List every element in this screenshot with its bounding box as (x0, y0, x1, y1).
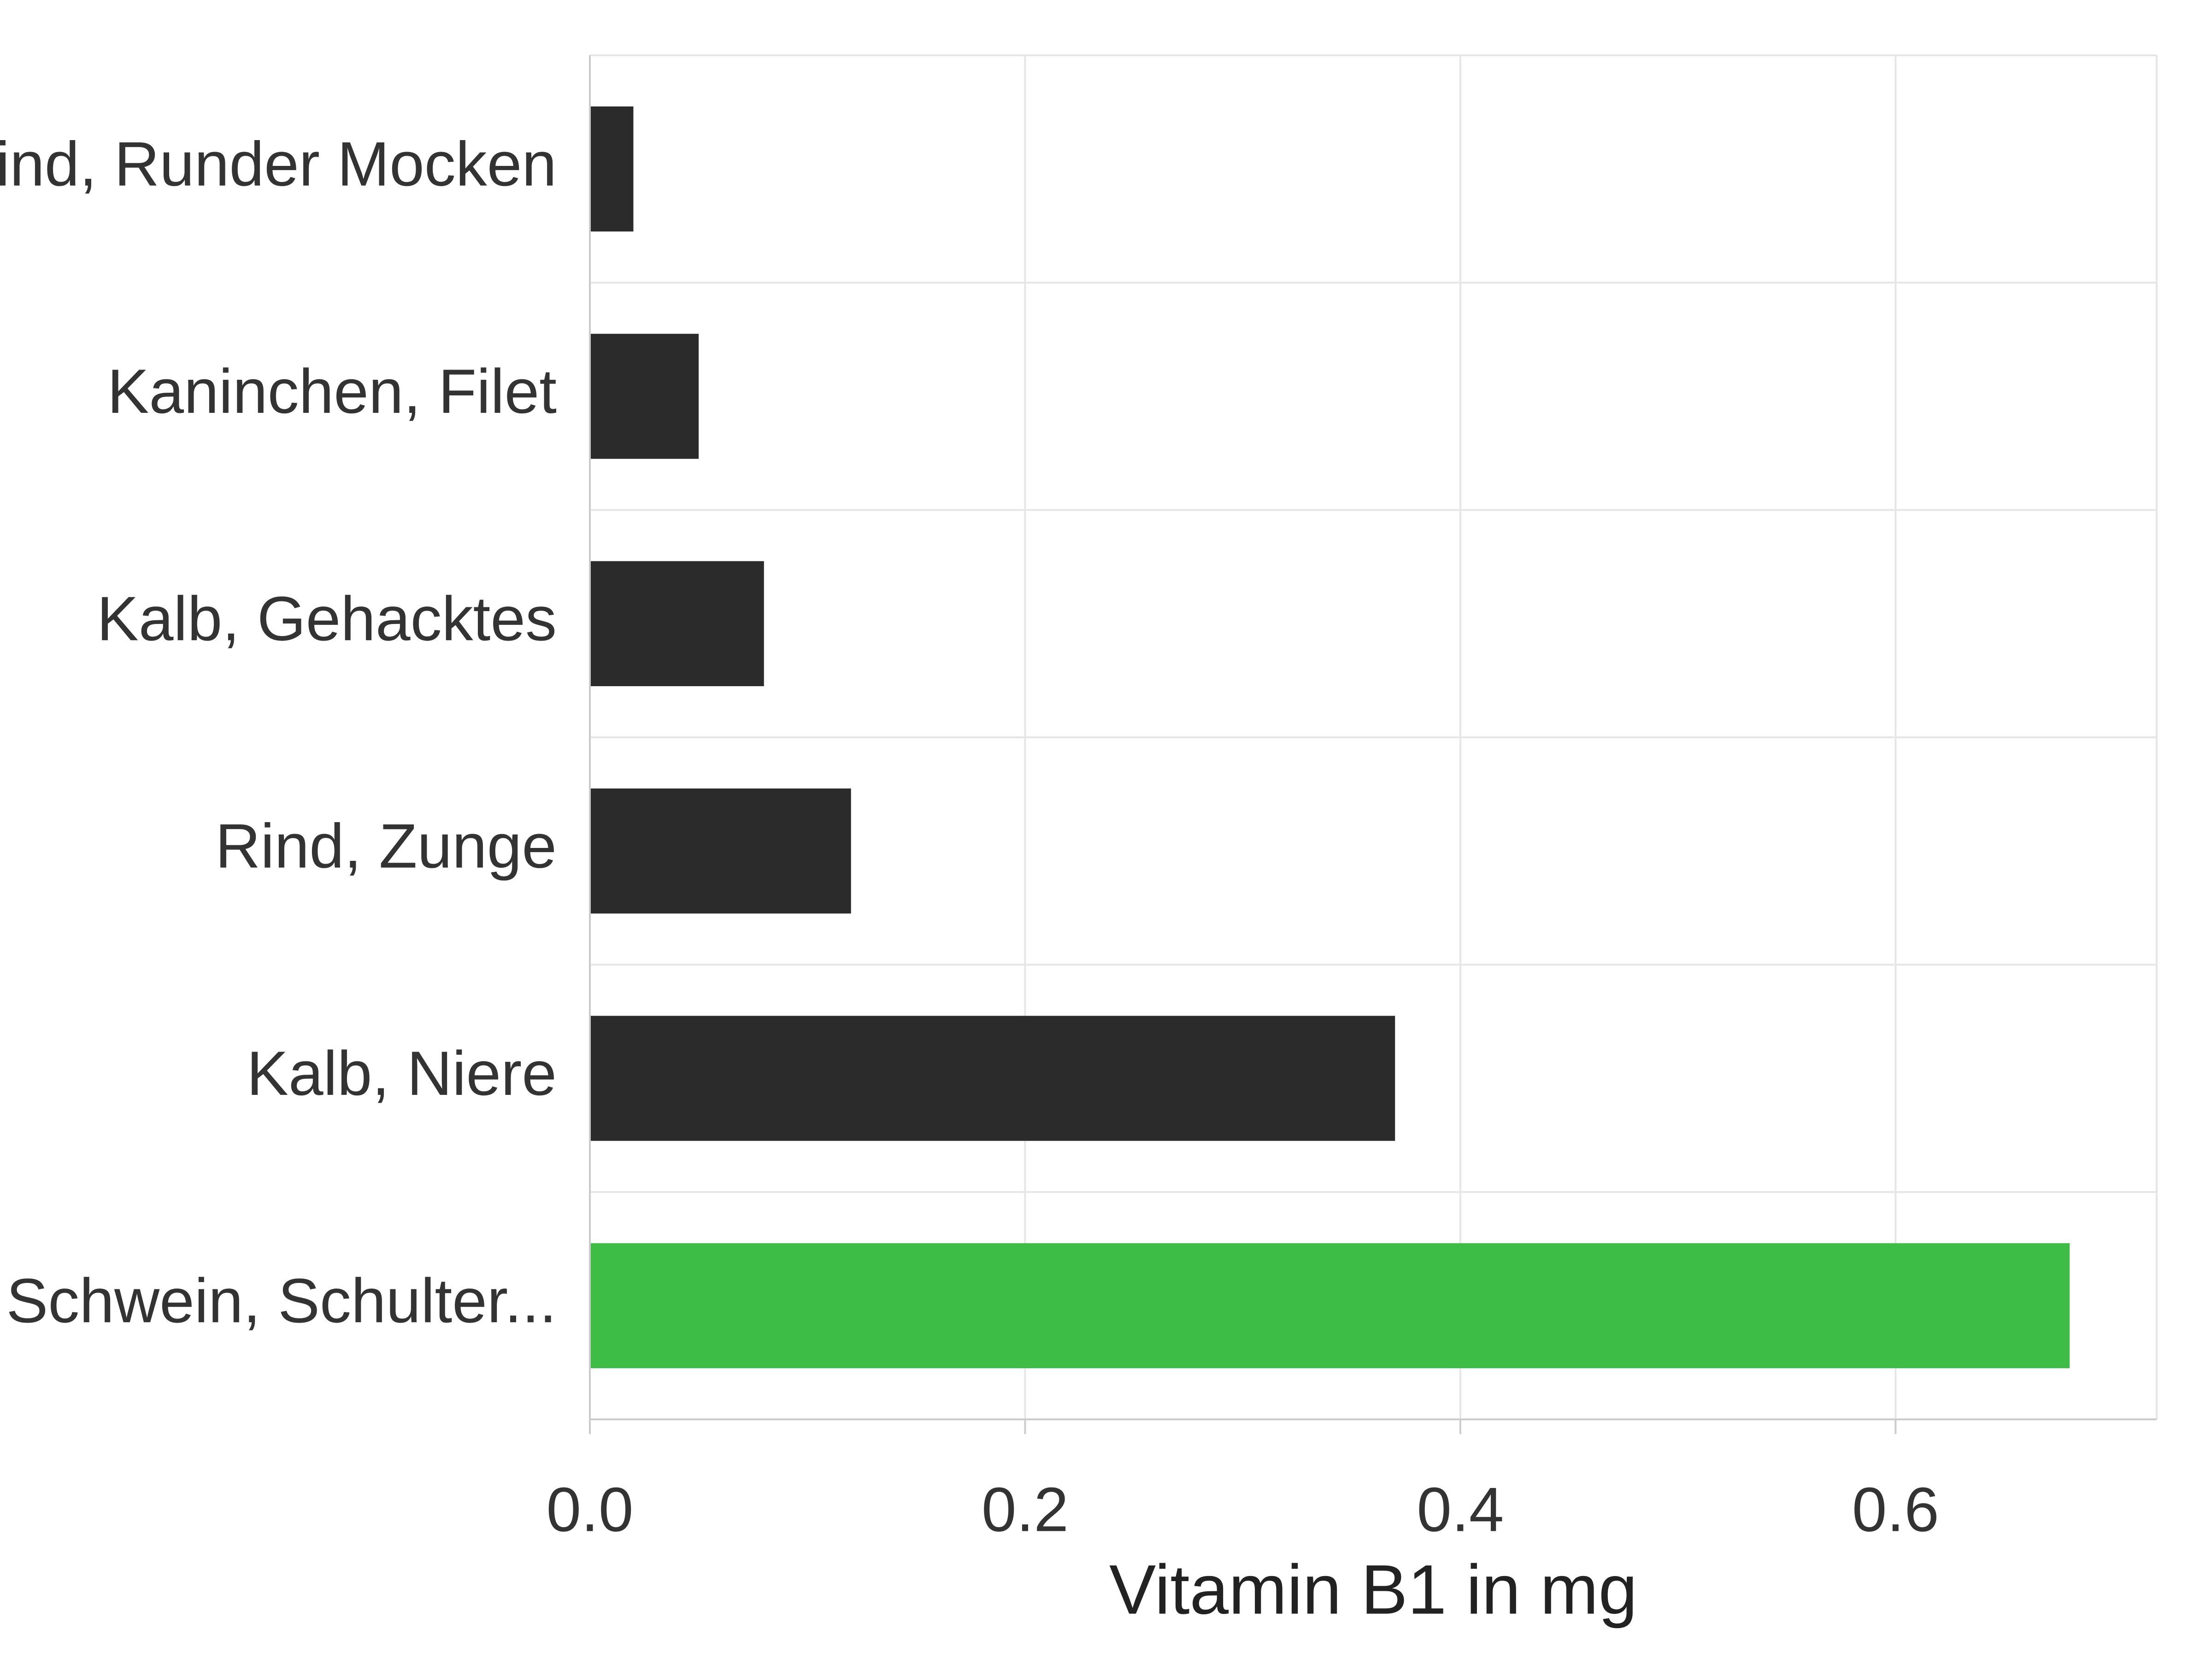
bar (590, 1016, 1395, 1141)
x-axis-title: Vitamin B1 in mg (1109, 1551, 1637, 1629)
x-tick-label: 0.2 (982, 1474, 1069, 1544)
x-tick-label: 0.4 (1417, 1474, 1504, 1544)
bar (590, 1243, 2070, 1368)
category-label: Kaninchen, Filet (107, 356, 557, 426)
bar (590, 788, 851, 913)
category-label: Kalb, Gehacktes (97, 583, 557, 653)
category-label: Rind, Runder Mocken (0, 129, 557, 199)
chart-container: Rind, Runder Mocken Kaninchen, Filet Kalb,… (0, 0, 2212, 1659)
category-label: Kalb, Niere (247, 1038, 557, 1108)
x-tick-label: 0.0 (546, 1474, 633, 1544)
x-tick-label: 0.6 (1852, 1474, 1939, 1544)
category-label: Rind, Zunge (215, 811, 557, 881)
bar-chart: Rind, Runder Mocken Kaninchen, Filet Kalb,… (0, 0, 2212, 1659)
bar (590, 334, 699, 459)
bar (590, 561, 764, 686)
bar (590, 106, 633, 231)
category-label: Schwein, Schulter... (6, 1265, 557, 1335)
